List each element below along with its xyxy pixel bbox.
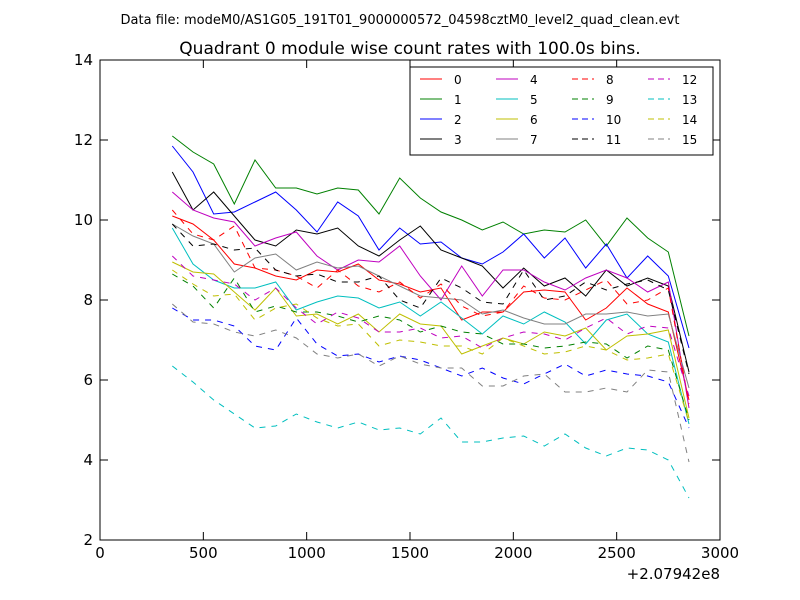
legend-label: 8: [606, 73, 614, 87]
legend-label: 3: [454, 133, 462, 147]
series-line-14: [172, 269, 690, 423]
x-tick-label: 1500: [391, 544, 429, 562]
y-tick-label: 6: [83, 371, 93, 389]
series-line-13: [171, 365, 690, 499]
series-line-0: [172, 215, 690, 401]
legend-label: 1: [454, 93, 462, 107]
x-tick-label: 2500: [598, 544, 636, 562]
x-tick-label: 2000: [494, 544, 532, 562]
legend-label: 0: [454, 73, 462, 87]
legend-label: 11: [606, 133, 621, 147]
y-tick-label: 8: [83, 291, 93, 309]
x-offset-label: +2.07942e8: [627, 565, 720, 583]
legend-label: 10: [606, 113, 621, 127]
y-tick-label: 10: [74, 211, 93, 229]
series-layer: [171, 135, 690, 499]
legend-box: [409, 66, 714, 156]
series-line-12: [171, 255, 690, 397]
legend-label: 15: [682, 133, 697, 147]
chart-suptitle: Data file: modeM0/AS1G05_191T01_90000005…: [121, 13, 680, 28]
x-tick-label: 1000: [288, 544, 326, 562]
y-tick-label: 12: [74, 131, 93, 149]
y-tick-label: 14: [74, 51, 93, 69]
series-line-15: [171, 303, 690, 463]
y-tick-label: 4: [83, 451, 93, 469]
series-line-4: [171, 191, 690, 409]
legend-label: 4: [530, 73, 538, 87]
chart-title: Quadrant 0 module wise count rates with …: [179, 39, 640, 59]
legend-label: 7: [530, 133, 538, 147]
series-line-1: [171, 135, 690, 337]
legend-label: 2: [454, 113, 462, 127]
x-tick-label: 0: [95, 544, 105, 562]
series-line-9: [172, 273, 690, 421]
series-line-5: [171, 227, 690, 425]
series-line-11: [171, 223, 690, 375]
series-line-10: [172, 307, 690, 429]
legend-label: 12: [682, 73, 697, 87]
legend-label: 14: [682, 113, 697, 127]
x-tick-label: 3000: [701, 544, 739, 562]
series-line-6: [172, 261, 690, 419]
series-line-7: [172, 223, 690, 389]
y-tick-label: 2: [83, 531, 93, 549]
series-line-8: [171, 209, 690, 405]
legend-label: 6: [530, 113, 538, 127]
series-line-2: [171, 145, 690, 349]
legend-label: 5: [530, 93, 538, 107]
x-tick-label: 500: [189, 544, 218, 562]
legend-label: 13: [682, 93, 697, 107]
series-line-3: [171, 171, 690, 373]
legend-label: 9: [606, 93, 614, 107]
